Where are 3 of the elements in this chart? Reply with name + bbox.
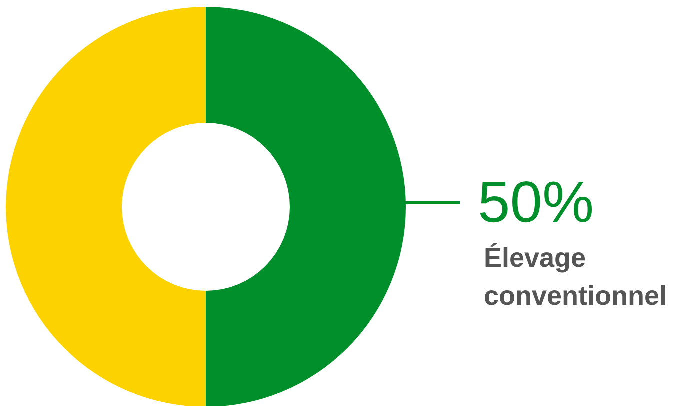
data-label: 50% bbox=[478, 170, 594, 235]
donut-slice bbox=[6, 7, 206, 406]
slice-label: Élevage conventionnel bbox=[484, 243, 668, 311]
